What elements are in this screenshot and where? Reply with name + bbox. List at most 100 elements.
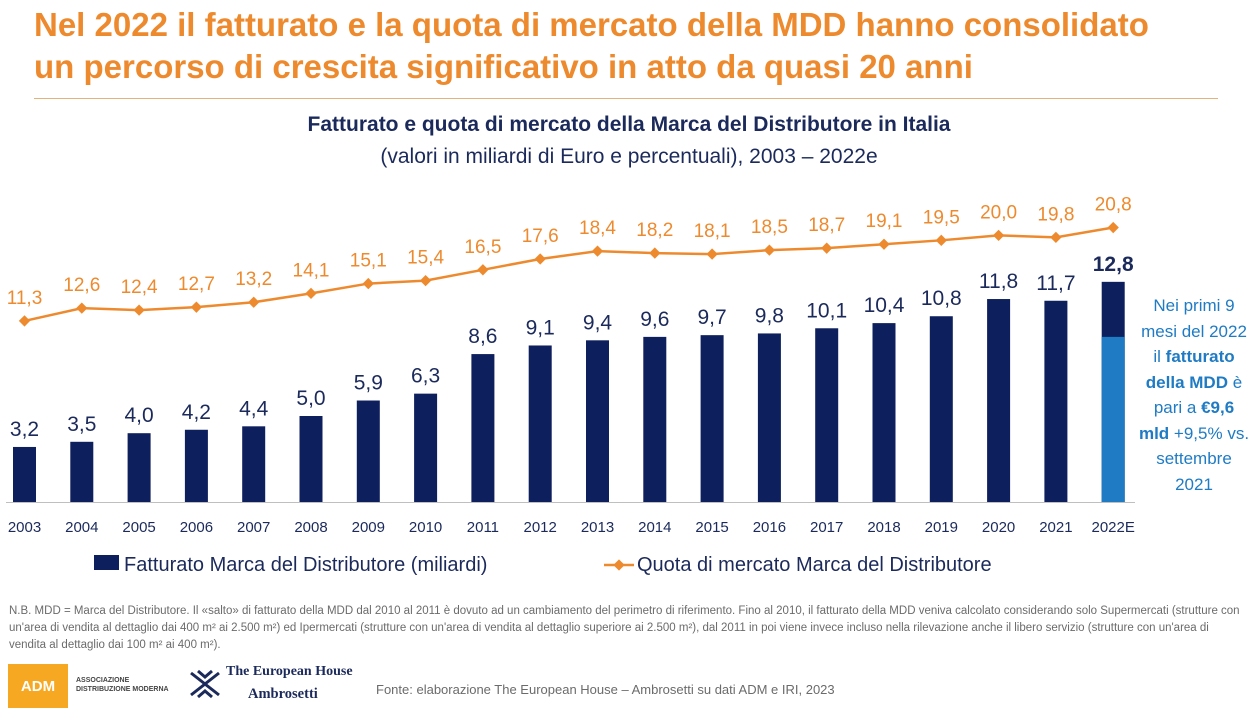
line-point-quota [419,274,432,287]
adm-logo-text: ASSOCIAZIONE DISTRIBUZIONE MODERNA [76,677,169,693]
footnote: N.B. MDD = Marca del Distributore. Il «s… [9,605,1240,651]
line-value-label: 19,1 [866,211,903,232]
x-tick-label: 2012 [524,519,557,536]
line-value-label: 12,4 [121,277,158,298]
line-value-label: 15,1 [350,251,387,272]
bar-value-label: 10,8 [921,287,962,310]
side-note-bold-2: €9,6 mld [1138,398,1235,443]
bar-value-label: 9,8 [755,304,784,327]
bar-fatturato [815,328,839,502]
line-value-label: 18,4 [579,218,616,239]
bar-value-label: 5,9 [354,372,383,395]
x-tick-label: 2021 [1039,519,1072,536]
page-headline: Nel 2022 il fatturato e la quota di merc… [34,4,1224,88]
line-point-quota [18,315,31,327]
line-point-quota [477,264,489,276]
bar-fatturato [872,323,896,502]
line-point-quota [992,229,1005,242]
bar-value-label: 8,6 [468,325,497,348]
legend-label-fatturato: Fatturato Marca del Distributore (miliar… [124,554,487,576]
teha-logo-line-1: The European House [226,664,353,679]
line-value-label: 14,1 [293,260,330,281]
source-note: Fonte: elaborazione The European House –… [376,682,835,697]
teha-logo-line-2: Ambrosetti [248,686,318,702]
bar-value-label: 9,6 [640,308,669,331]
bar-value-label: 3,5 [67,413,96,436]
line-value-label: 18,2 [636,220,673,241]
bar-fatturato [299,416,323,502]
line-point-quota [591,245,604,257]
x-tick-label: 2003 [8,519,41,536]
bar-value-label: 5,0 [296,387,325,410]
line-value-label: 18,7 [808,215,845,236]
line-point-quota [534,253,546,265]
side-note-text-2: è pari a [1153,372,1243,418]
x-tick-label: 2016 [753,519,786,536]
x-tick-label: 2006 [180,519,213,536]
x-tick-label: 2009 [352,519,385,536]
bar-fatturato-partial [1101,336,1125,502]
x-tick-label: 2008 [294,519,327,536]
x-tick-label: 2007 [237,519,270,536]
bar-fatturato [586,340,609,502]
line-value-label: 18,1 [694,221,731,242]
bar-value-label: 9,7 [697,306,726,329]
bar-value-label: 4,4 [239,397,269,420]
bar-fatturato [757,333,781,502]
x-tick-label: 2018 [867,519,900,536]
side-note: Nei primi 9 mesi del 2022 il fatturato d… [1138,293,1250,497]
bar-fatturato [70,441,94,502]
bar-value-label: 11,7 [1036,272,1075,295]
line-value-label: 19,8 [1037,204,1074,225]
x-tick-label: 2005 [122,519,155,536]
x-tick-label: 2010 [409,519,442,536]
headline-line-1: Nel 2022 il fatturato e la quota di merc… [34,6,1149,43]
x-tick-label: 2017 [810,519,843,536]
chart-title: Fatturato e quota di mercato della Marca… [307,113,951,136]
line-point-quota [935,234,947,246]
legend-label-quota: Quota di mercato Marca del Distributore [637,554,992,576]
headline-divider [34,98,1218,99]
line-value-label: 15,4 [407,248,444,269]
teha-logo-icon [190,669,220,699]
chart-subtitle: (valori in miliardi di Euro e percentual… [380,145,878,168]
line-point-quota [706,248,718,260]
bar-fatturato [242,426,266,502]
bar-fatturato [528,345,552,502]
line-value-label: 20,8 [1095,195,1132,216]
line-point-quota [878,238,890,250]
bar-fatturato [643,336,667,502]
line-quota [24,226,1114,323]
x-tick-label: 2004 [65,519,98,536]
side-note-text-1: Nei primi 9 mesi del 2022 il [1141,296,1247,366]
x-tick-label: 2020 [982,519,1015,536]
x-tick-label: 2014 [638,519,671,536]
adm-logo: ADM [8,664,68,708]
bar-value-label: 9,1 [526,316,555,339]
bar-value-label: 4,2 [182,401,211,424]
bar-fatturato [356,400,380,502]
line-value-label: 17,6 [522,226,559,247]
bar-fatturato [471,354,495,502]
bar-fatturato [184,429,208,502]
bar-fatturato [13,446,36,502]
line-point-quota [763,244,776,256]
x-tick-label: 2011 [467,519,499,536]
line-point-quota [190,301,203,313]
side-note-bold-1: fatturato della MDD [1145,347,1235,392]
line-point-quota [821,242,833,254]
bar-value-label: 10,1 [806,299,847,322]
line-value-label: 12,6 [63,275,100,296]
bar-value-label: 11,8 [979,270,1018,293]
line-point-quota [76,302,88,314]
x-tick-label: 2019 [925,519,958,536]
line-point-quota [362,277,374,290]
bar-value-label: 3,2 [10,418,39,441]
legend-swatch-fatturato [94,555,119,570]
x-tick-label: 2013 [581,519,614,536]
bar-fatturato [127,433,151,502]
side-note-text-3: +9,5% vs. settembre 2021 [1156,423,1250,494]
line-value-label: 20,0 [980,202,1017,223]
line-value-label: 12,7 [178,274,215,295]
line-value-label: 16,5 [464,237,501,258]
